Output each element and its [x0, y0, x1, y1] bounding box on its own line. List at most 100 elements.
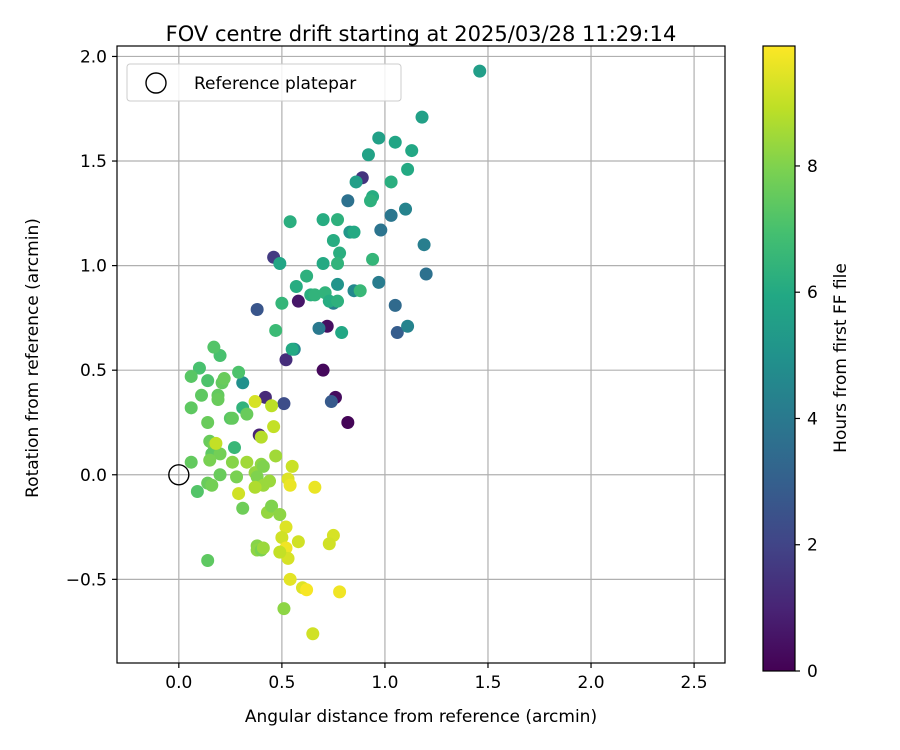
y-tick-label: 1.5 [80, 152, 107, 172]
data-point [384, 175, 398, 189]
data-point [275, 296, 289, 310]
data-point [331, 294, 345, 308]
legend-box [126, 63, 402, 102]
data-point [291, 535, 305, 549]
data-point [415, 110, 429, 124]
data-point [388, 135, 402, 149]
y-tick-label: 0.5 [80, 361, 107, 381]
data-point [184, 455, 198, 469]
data-point [300, 583, 314, 597]
data-point [331, 277, 345, 291]
data-point [366, 252, 380, 266]
x-axis-ticks: 0.0 0.5 1.0 1.5 2.0 2.5 [165, 663, 708, 693]
data-point [322, 537, 336, 551]
data-point [195, 388, 209, 402]
data-point [361, 148, 375, 162]
colorbar-ticks: 0 2 4 6 8 [795, 157, 818, 682]
data-point [273, 257, 287, 271]
data-points [184, 64, 487, 641]
x-tick-label: 1.0 [371, 673, 398, 693]
data-point [184, 401, 198, 415]
data-point [207, 340, 221, 354]
data-point [267, 420, 281, 434]
data-point [232, 487, 246, 501]
data-point [324, 395, 338, 409]
x-tick-label: 2.5 [681, 673, 708, 693]
data-point [227, 441, 241, 455]
data-point [256, 541, 270, 555]
colorbar-tick-label: 8 [807, 157, 818, 177]
data-point [374, 223, 388, 237]
data-point [372, 275, 386, 289]
colorbar-gradient [762, 45, 796, 672]
data-point [269, 323, 283, 337]
y-tick-label: 1.0 [80, 257, 107, 277]
data-point [213, 468, 227, 482]
data-point [184, 369, 198, 383]
data-point [277, 397, 291, 411]
data-point [248, 480, 262, 494]
data-point [473, 64, 487, 78]
colorbar: 0 2 4 6 8 Hours from first FF file [762, 45, 851, 682]
data-point [349, 175, 363, 189]
y-tick-label: 0.0 [80, 466, 107, 486]
data-point [240, 407, 254, 421]
data-point [308, 480, 322, 494]
x-tick-label: 0.5 [268, 673, 295, 693]
x-tick-label: 0.0 [165, 673, 192, 693]
x-tick-label: 2.0 [578, 673, 605, 693]
data-point [201, 374, 215, 388]
data-point [331, 213, 345, 227]
data-point [254, 430, 268, 444]
data-point [353, 284, 367, 298]
data-point [265, 499, 279, 513]
data-point [333, 246, 347, 260]
data-point [240, 455, 254, 469]
data-point [312, 321, 326, 335]
data-point [250, 303, 264, 317]
data-point [285, 459, 299, 473]
data-point [419, 267, 433, 281]
data-point [306, 627, 320, 641]
data-point [265, 399, 279, 413]
data-point [316, 213, 330, 227]
data-point [341, 194, 355, 208]
data-point [390, 326, 404, 340]
data-point [263, 474, 277, 488]
colorbar-tick-label: 2 [807, 536, 818, 556]
data-point [230, 470, 244, 484]
data-point [331, 257, 345, 271]
colorbar-tick-label: 6 [807, 283, 818, 303]
legend: Reference platepar [126, 63, 402, 102]
data-point [417, 238, 431, 252]
colorbar-label: Hours from first FF file [831, 263, 851, 453]
data-point [372, 131, 386, 145]
data-point [384, 208, 398, 222]
grid-lines [117, 46, 725, 663]
data-point [341, 415, 355, 429]
data-point [209, 436, 223, 450]
y-axis-ticks: −0.5 0.0 0.5 1.0 1.5 2.0 [66, 47, 117, 590]
reference-platepar-marker [168, 464, 190, 486]
data-point [213, 447, 227, 461]
data-point [279, 520, 293, 534]
data-point [399, 202, 413, 216]
colorbar-tick-label: 0 [807, 662, 818, 682]
data-point [236, 376, 250, 390]
data-point [275, 531, 289, 545]
data-point [308, 288, 322, 302]
data-point [256, 459, 270, 473]
plot-frame [116, 45, 726, 664]
data-point [273, 508, 287, 522]
legend-label: Reference platepar [194, 74, 356, 94]
data-point [232, 365, 246, 379]
data-point [201, 554, 215, 568]
data-point [273, 545, 287, 559]
colorbar-tick-label: 4 [807, 409, 818, 429]
data-point [364, 194, 378, 208]
data-point [291, 294, 305, 308]
data-point [225, 455, 239, 469]
y-axis-label: Rotation from reference (arcmin) [23, 218, 43, 498]
legend-marker [145, 72, 167, 94]
